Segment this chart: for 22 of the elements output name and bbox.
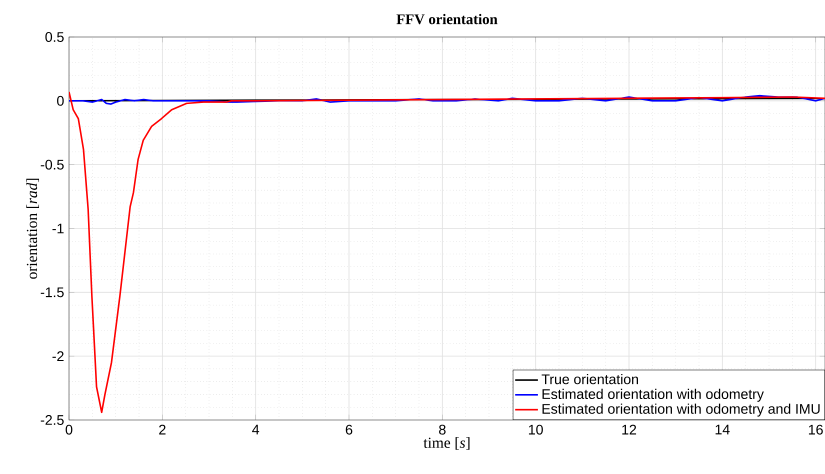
y-tick-label: -1 — [52, 224, 64, 234]
chart-title: FFV orientation — [396, 14, 498, 24]
legend-label: Estimated orientation with odometry and IMU — [542, 404, 820, 417]
legend-label: Estimated orientation with odometry — [542, 388, 764, 402]
x-tick-label: 6 — [346, 424, 352, 435]
x-tick-label: 2 — [159, 424, 166, 434]
x-tick-label: 14 — [716, 424, 730, 434]
y-tick-label: 0 — [57, 96, 64, 106]
x-tick-label: 16 — [808, 424, 823, 435]
y-axis-title: orientation [rad] — [26, 178, 40, 279]
x-tick-label: 12 — [622, 424, 636, 434]
x-tick-label: 4 — [252, 424, 260, 434]
y-tick-label: -2.5 — [40, 415, 64, 425]
legend-label: True orientation — [542, 374, 638, 384]
y-tick-label: -0.5 — [40, 160, 64, 170]
x-tick-label: 8 — [439, 424, 446, 435]
y-tick-label: -2 — [52, 351, 64, 362]
x-tick-label: 10 — [528, 424, 543, 435]
y-tick-label: 0.5 — [45, 32, 64, 42]
x-axis-title: time [s] — [424, 437, 470, 450]
x-tick-label: 0 — [66, 424, 72, 435]
y-tick-label: -1.5 — [40, 287, 64, 298]
